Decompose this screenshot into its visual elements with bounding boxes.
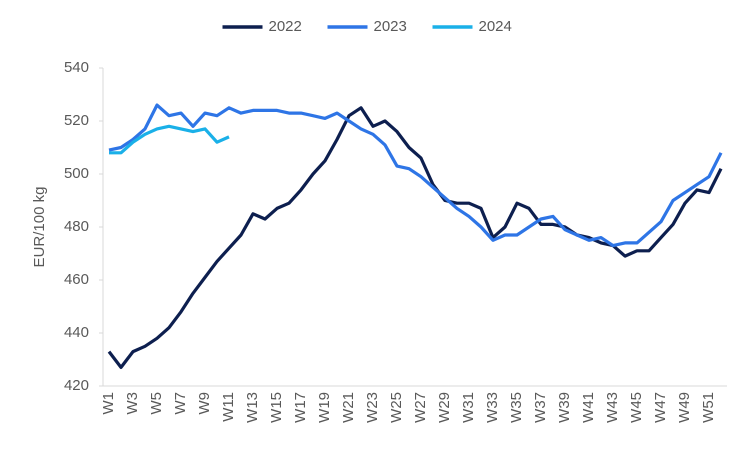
x-tick-label: W43 <box>604 392 621 423</box>
legend-label: 2023 <box>374 18 407 35</box>
y-tick-label: 480 <box>64 218 89 235</box>
series-line <box>109 124 230 155</box>
x-tick-label: W47 <box>652 392 669 423</box>
x-tick-label: W49 <box>676 392 693 423</box>
x-tick-label: W35 <box>508 392 525 423</box>
x-tick-label: W33 <box>484 392 501 423</box>
x-tick-label: W39 <box>556 392 573 423</box>
y-tick-label: 520 <box>64 112 89 129</box>
x-tick-label: W7 <box>172 392 189 415</box>
x-tick-label: W17 <box>292 392 309 423</box>
x-tick-label: W13 <box>244 392 261 423</box>
y-axis-label: EUR/100 kg <box>31 187 48 268</box>
y-tick-label: 540 <box>64 59 89 76</box>
legend-label: 2022 <box>269 18 302 35</box>
y-tick-label: 460 <box>64 271 89 288</box>
x-tick-label: W25 <box>388 392 405 423</box>
x-tick-label: W1 <box>100 392 117 415</box>
x-tick-label: W37 <box>532 392 549 423</box>
x-tick-label: W15 <box>268 392 285 423</box>
y-tick-label: 500 <box>64 165 89 182</box>
x-tick-label: W29 <box>436 392 453 423</box>
series-line <box>107 106 723 369</box>
x-tick-label: W27 <box>412 392 429 423</box>
x-tick-label: W31 <box>460 392 477 423</box>
x-tick-label: W19 <box>316 392 333 423</box>
x-tick-label: W23 <box>364 392 381 423</box>
x-tick-label: W5 <box>148 392 165 415</box>
x-tick-label: W51 <box>700 392 717 423</box>
x-tick-label: W11 <box>220 392 237 422</box>
x-tick-label: W21 <box>340 392 357 423</box>
x-tick-label: W3 <box>124 392 141 415</box>
y-tick-label: 440 <box>64 324 89 341</box>
legend-label: 2024 <box>479 18 512 35</box>
x-tick-label: W41 <box>580 392 597 423</box>
x-tick-label: W45 <box>628 392 645 423</box>
series-line <box>108 103 723 248</box>
x-tick-label: W9 <box>196 392 213 415</box>
y-tick-label: 420 <box>64 377 89 394</box>
